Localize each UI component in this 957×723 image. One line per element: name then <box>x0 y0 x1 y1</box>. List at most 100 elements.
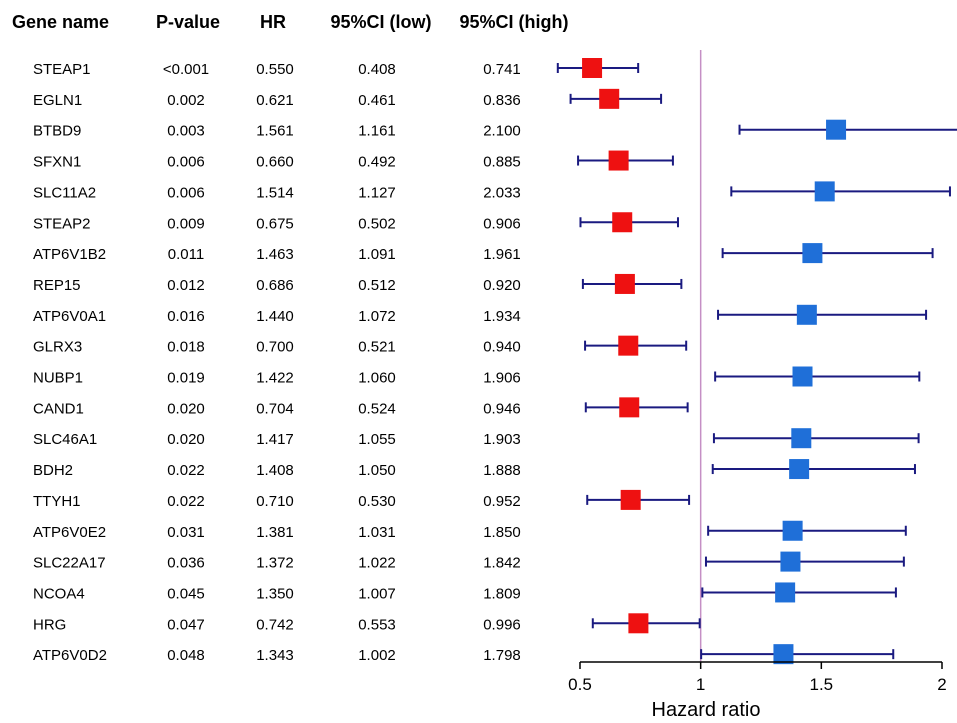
gene-name-cell: TTYH1 <box>33 493 81 510</box>
ci-high-cell: 2.033 <box>483 184 521 201</box>
p-value-cell: 0.045 <box>167 585 205 602</box>
ci-low-cell: 1.161 <box>358 123 396 140</box>
ci-low-cell: 1.072 <box>358 308 396 325</box>
hr-marker <box>608 150 629 171</box>
ci-high-cell: 0.836 <box>483 92 521 109</box>
ci-low-cell: 1.060 <box>358 370 396 387</box>
gene-name-cell: ATP6V0E2 <box>33 524 106 541</box>
p-value-cell: 0.006 <box>167 154 205 171</box>
ci-low-cell: 0.408 <box>358 61 396 78</box>
ci-low-cell: 1.091 <box>358 246 396 263</box>
ci-high-cell: 0.952 <box>483 493 521 510</box>
ci-high-cell: 0.946 <box>483 400 521 417</box>
hr-cell: 0.621 <box>256 92 294 109</box>
ci-low-cell: 0.461 <box>358 92 396 109</box>
p-value-cell: 0.020 <box>167 400 205 417</box>
ci-high-cell: 1.809 <box>483 585 521 602</box>
gene-name-cell: CAND1 <box>33 400 84 417</box>
ci-low-cell: 0.553 <box>358 616 396 633</box>
p-value-cell: 0.022 <box>167 493 205 510</box>
hr-cell: 1.463 <box>256 246 294 263</box>
p-value-cell: 0.009 <box>167 215 205 232</box>
x-tick-label: 0.5 <box>568 675 592 694</box>
gene-name-cell: STEAP1 <box>33 61 91 78</box>
ci-high-cell: 1.842 <box>483 555 521 572</box>
p-value-cell: 0.006 <box>167 184 205 201</box>
ci-high-cell: 0.885 <box>483 154 521 171</box>
p-value-cell: <0.001 <box>163 61 209 78</box>
gene-name-cell: ATP6V1B2 <box>33 246 106 263</box>
header-gene-name: Gene name <box>12 12 109 32</box>
hr-marker <box>612 212 633 233</box>
ci-high-cell: 1.961 <box>483 246 521 263</box>
ci-high-cell: 1.850 <box>483 524 521 541</box>
hr-marker <box>780 551 801 572</box>
header-hr: HR <box>260 12 286 32</box>
ci-high-cell: 1.903 <box>483 431 521 448</box>
p-value-cell: 0.048 <box>167 647 205 664</box>
ci-low-cell: 0.521 <box>358 339 396 356</box>
gene-name-cell: GLRX3 <box>33 339 82 356</box>
hr-markers <box>582 58 847 665</box>
hr-marker <box>782 520 803 541</box>
hr-cell: 1.408 <box>256 462 294 479</box>
x-axis: 0.5 1 1.5 2 <box>568 661 947 694</box>
ci-high-cell: 0.996 <box>483 616 521 633</box>
table-headers: Gene name P-value HR 95%CI (low) 95%CI (high… <box>12 12 569 32</box>
header-ci-high: 95%CI (high) <box>459 12 568 32</box>
hr-cell: 1.514 <box>256 184 294 201</box>
confidence-intervals <box>556 63 957 660</box>
gene-name-cell: HRG <box>33 616 66 633</box>
ci-low-cell: 0.524 <box>358 400 396 417</box>
hr-cell: 0.686 <box>256 277 294 294</box>
ci-high-cell: 1.934 <box>483 308 521 325</box>
gene-name-cell: ATP6V0A1 <box>33 308 106 325</box>
gene-name-cell: NUBP1 <box>33 370 83 387</box>
gene-name-cell: SLC46A1 <box>33 431 97 448</box>
p-value-cell: 0.031 <box>167 524 205 541</box>
ci-low-cell: 0.492 <box>358 154 396 171</box>
hr-cell: 1.440 <box>256 308 294 325</box>
ci-low-cell: 1.007 <box>358 585 396 602</box>
hr-marker <box>796 304 817 325</box>
hr-marker <box>618 335 639 356</box>
table-body: STEAP1 <0.001 0.550 0.408 0.741 EGLN1 0.002 0.6… <box>33 61 521 664</box>
hr-cell: 0.704 <box>256 400 294 417</box>
p-value-cell: 0.022 <box>167 462 205 479</box>
x-tick-label: 1.5 <box>810 675 834 694</box>
gene-name-cell: ATP6V0D2 <box>33 647 107 664</box>
hr-cell: 0.550 <box>256 61 294 78</box>
p-value-cell: 0.020 <box>167 431 205 448</box>
hr-cell: 0.742 <box>256 616 294 633</box>
ci-high-cell: 2.100 <box>483 123 521 140</box>
x-tick-label: 2 <box>937 675 946 694</box>
ci-low-cell: 0.512 <box>358 277 396 294</box>
ci-low-cell: 0.530 <box>358 493 396 510</box>
ci-low-cell: 1.127 <box>358 184 396 201</box>
p-value-cell: 0.047 <box>167 616 205 633</box>
hr-cell: 0.710 <box>256 493 294 510</box>
hr-marker <box>791 428 812 449</box>
header-ci-low: 95%CI (low) <box>330 12 431 32</box>
ci-high-cell: 0.920 <box>483 277 521 294</box>
hr-marker <box>599 88 620 109</box>
hr-cell: 1.422 <box>256 370 294 387</box>
hr-marker <box>614 273 635 294</box>
p-value-cell: 0.002 <box>167 92 205 109</box>
ci-high-cell: 1.906 <box>483 370 521 387</box>
hr-marker <box>802 243 823 264</box>
hr-cell: 0.675 <box>256 215 294 232</box>
gene-name-cell: REP15 <box>33 277 81 294</box>
hr-cell: 0.700 <box>256 339 294 356</box>
hr-cell: 1.417 <box>256 431 294 448</box>
ci-high-cell: 1.798 <box>483 647 521 664</box>
x-tick-label: 1 <box>696 675 705 694</box>
p-value-cell: 0.011 <box>168 246 204 263</box>
ci-high-cell: 1.888 <box>483 462 521 479</box>
ci-low-cell: 1.050 <box>358 462 396 479</box>
ci-low-cell: 0.502 <box>358 215 396 232</box>
hr-marker <box>775 582 796 603</box>
hr-marker <box>814 181 835 202</box>
gene-name-cell: NCOA4 <box>33 585 85 602</box>
